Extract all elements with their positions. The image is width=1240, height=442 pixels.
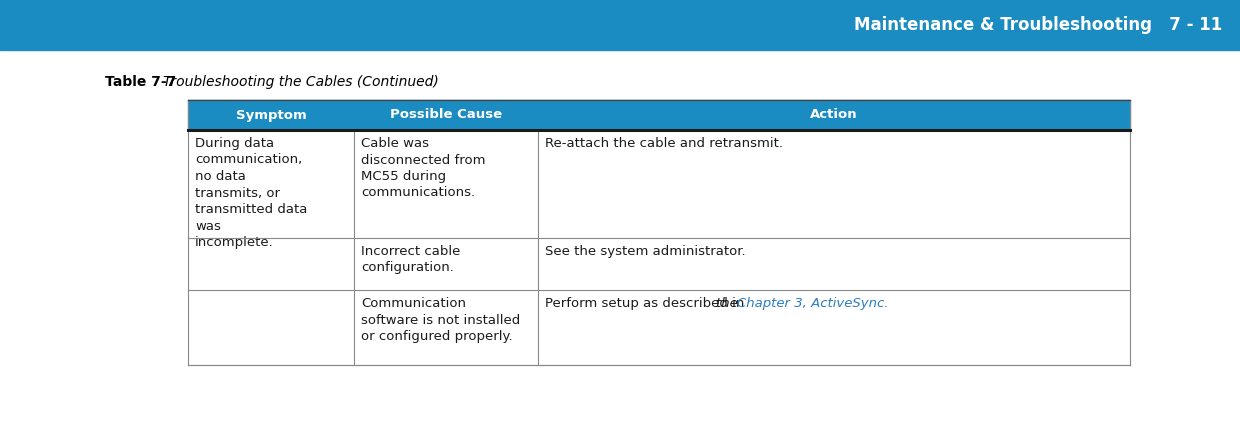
Text: During data
communication,
no data
transmits, or
transmitted data
was
incomplete: During data communication, no data trans… [195,137,308,249]
Text: Incorrect cable
configuration.: Incorrect cable configuration. [361,245,460,274]
Text: Action: Action [810,108,858,122]
Text: Cable was
disconnected from
MC55 during
communications.: Cable was disconnected from MC55 during … [361,137,486,199]
Text: Symptom: Symptom [236,108,306,122]
Text: Maintenance & Troubleshooting   7 - 11: Maintenance & Troubleshooting 7 - 11 [854,16,1221,34]
Text: Table 7-7: Table 7-7 [105,75,176,89]
Text: Re-attach the cable and retransmit.: Re-attach the cable and retransmit. [546,137,782,150]
Text: Perform setup as described in: Perform setup as described in [546,297,749,310]
Text: Troubleshooting the Cables (Continued): Troubleshooting the Cables (Continued) [164,75,439,89]
Bar [0,0,1240,50]
Text: Possible Cause: Possible Cause [389,108,502,122]
Text: See the system administrator.: See the system administrator. [546,245,745,258]
Text: Communication
software is not installed
or configured properly.: Communication software is not installed … [361,297,521,343]
Bar [188,100,1130,130]
Text: the: the [715,297,742,310]
Text: Chapter 3, ActiveSync.: Chapter 3, ActiveSync. [737,297,889,310]
